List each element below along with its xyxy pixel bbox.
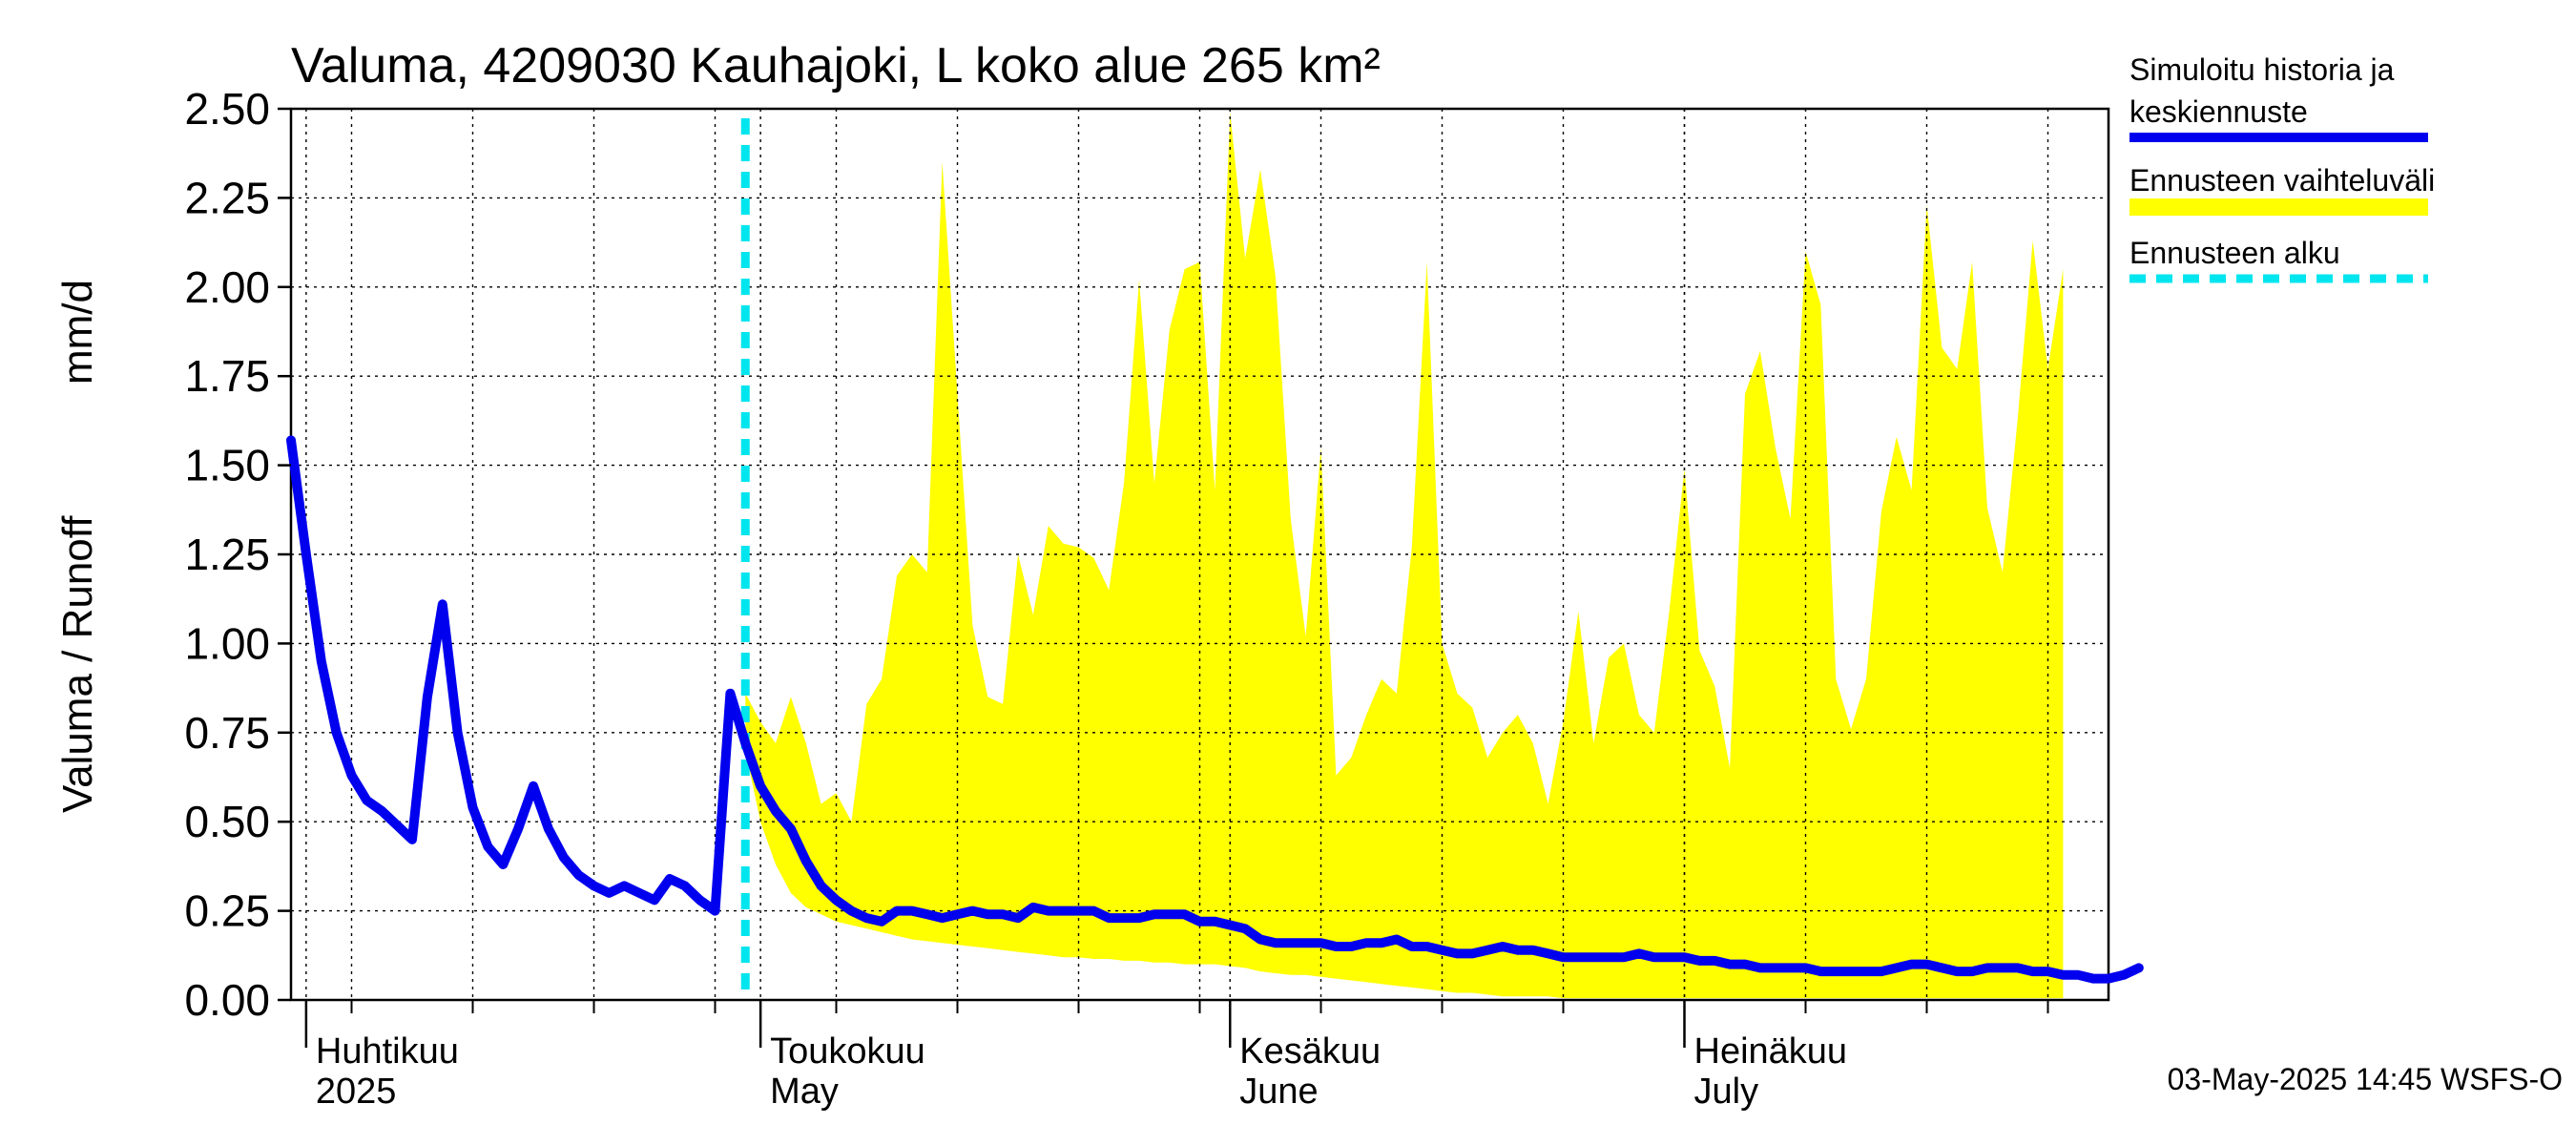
y-tick-label: 1.75: [184, 351, 270, 401]
y-tick-label: 0.50: [184, 797, 270, 846]
x-month-label: Toukokuu: [770, 1031, 925, 1072]
y-tick-label: 2.50: [184, 84, 270, 134]
y-axis-ticks: 0.00 0.25 0.50 0.75 1.00 1.25 1.50 1.75 2.00 2.25…: [184, 84, 291, 1025]
y-tick-label: 1.25: [184, 530, 270, 579]
y-tick-label: 0.00: [184, 975, 270, 1025]
y-tick-label: 1.50: [184, 441, 270, 490]
y-axis-label: Valuma / Runoff: [54, 515, 101, 813]
y-tick-label: 0.75: [184, 708, 270, 758]
x-month-sublabel: June: [1239, 1072, 1318, 1112]
x-month-label: Huhtikuu: [316, 1031, 459, 1072]
legend-label-history-1: Simuloitu historia ja: [2129, 52, 2395, 87]
forecast-range-band: [745, 112, 2064, 999]
x-month-label: Heinäkuu: [1694, 1031, 1848, 1072]
chart-title: Valuma, 4209030 Kauhajoki, L koko alue 2…: [291, 38, 1381, 94]
x-month-sublabel: May: [770, 1072, 839, 1112]
y-tick-label: 2.00: [184, 262, 270, 312]
y-tick-label: 2.25: [184, 173, 270, 222]
footer-timestamp: 03-May-2025 14:45 WSFS-O: [2168, 1062, 2563, 1096]
legend-label-range: Ennusteen vaihteluväli: [2129, 163, 2435, 198]
legend-label-forecast-start: Ennusteen alku: [2129, 236, 2340, 270]
x-month-label: Kesäkuu: [1239, 1031, 1381, 1072]
y-tick-label: 1.00: [184, 618, 270, 668]
grid-lines: [289, 107, 2110, 1002]
x-month-sublabel: July: [1694, 1072, 1759, 1112]
y-axis-unit: mm/d: [54, 280, 101, 385]
runoff-series-line: [286, 435, 2144, 984]
forecast-range-area: [745, 112, 2064, 999]
y-tick-label: 0.25: [184, 886, 270, 936]
legend: Simuloitu historia ja keskiennuste Ennus…: [2129, 52, 2435, 283]
x-month-sublabel: 2025: [316, 1072, 397, 1112]
legend-label-history-2: keskiennuste: [2129, 94, 2308, 129]
runoff-line: [286, 435, 2144, 984]
